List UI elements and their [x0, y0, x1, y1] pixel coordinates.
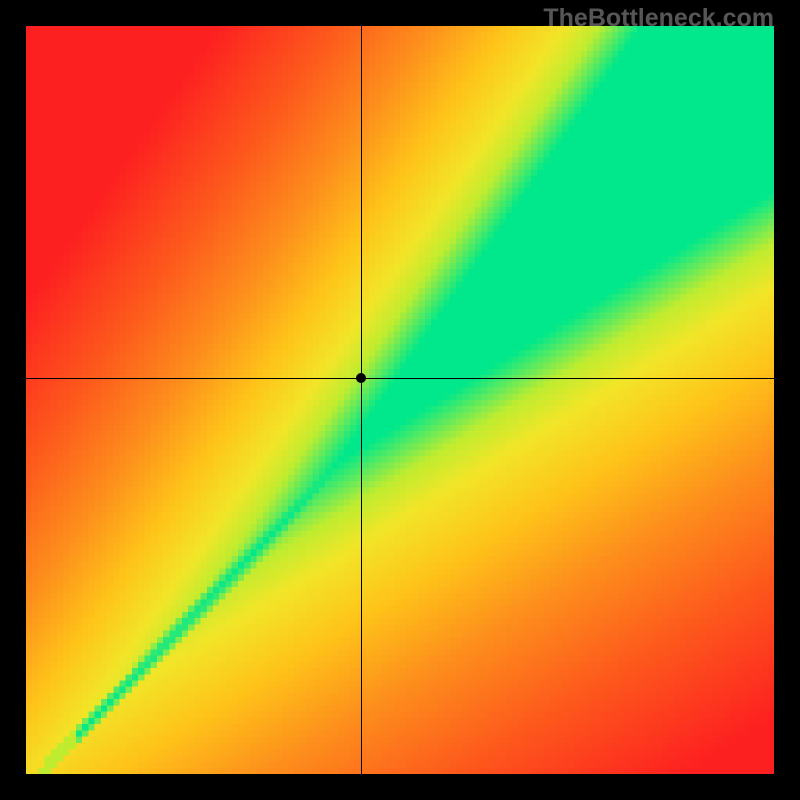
chart-container: TheBottleneck.com: [0, 0, 800, 800]
watermark-text: TheBottleneck.com: [543, 4, 774, 33]
crosshair-horizontal: [26, 378, 774, 379]
data-point-marker: [356, 373, 366, 383]
heatmap-canvas: [26, 26, 774, 774]
crosshair-vertical: [361, 26, 362, 774]
